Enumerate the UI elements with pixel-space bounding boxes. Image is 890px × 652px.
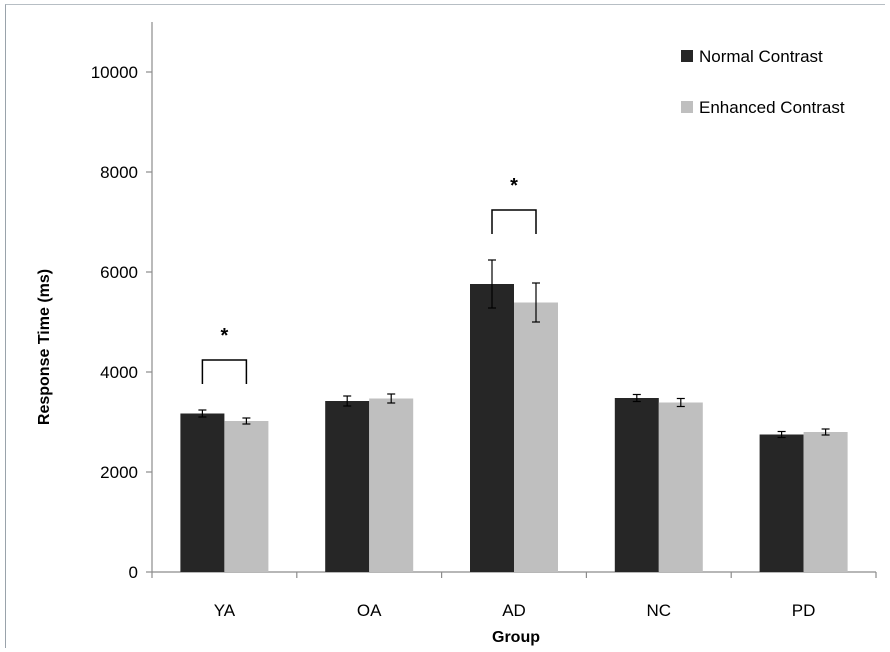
legend-swatch: [681, 50, 693, 62]
x-tick-label: AD: [502, 601, 526, 620]
chart-frame: [5, 4, 885, 648]
error-bars: [198, 259, 830, 439]
x-tick-label: NC: [647, 601, 672, 620]
bar-enhanced-contrast-oa: [369, 398, 414, 572]
bar-normal-contrast-nc: [614, 398, 659, 572]
y-tick-label: 2000: [100, 463, 138, 482]
legend: Normal Contrast Enhanced Contrast: [681, 47, 845, 117]
y-tick-label: 0: [129, 563, 138, 582]
significance-markers: **: [201, 175, 537, 384]
legend-label: Normal Contrast: [699, 47, 823, 66]
bar-normal-contrast-ad: [470, 284, 514, 572]
bars: [180, 284, 848, 572]
bar-enhanced-contrast-ad: [514, 302, 558, 572]
bar-normal-contrast-ya: [180, 413, 225, 572]
error-bar: [532, 282, 540, 323]
error-bar: [821, 428, 830, 436]
x-axis-title: Group: [492, 629, 540, 646]
legend-item: Normal Contrast: [681, 47, 823, 66]
y-axis-title: Response Time (ms): [36, 269, 53, 425]
bar-enhanced-contrast-nc: [658, 402, 703, 572]
legend-item: Enhanced Contrast: [681, 98, 845, 117]
bar-normal-contrast-oa: [325, 401, 370, 572]
x-tick-label: YA: [214, 601, 236, 620]
bar-normal-contrast-pd: [759, 434, 804, 572]
y-tick-label: 4000: [100, 363, 138, 382]
error-bar: [632, 393, 641, 403]
significance-star: *: [510, 175, 518, 197]
bar-enhanced-contrast-pd: [803, 432, 848, 572]
error-bar: [676, 397, 685, 408]
error-bar: [343, 395, 352, 407]
significance-star: *: [221, 325, 229, 347]
error-bar: [387, 393, 396, 404]
significance-bracket: [201, 359, 248, 384]
axes: 0 2000 4000 6000 8000 10000 YA OA AD NC PD: [91, 22, 877, 620]
error-bar: [488, 259, 496, 309]
x-tick-label: OA: [357, 601, 382, 620]
x-tick-label: PD: [792, 601, 816, 620]
error-bar: [198, 409, 207, 418]
bar-enhanced-contrast-ya: [224, 421, 269, 572]
error-bar: [242, 417, 251, 425]
legend-swatch: [681, 101, 693, 113]
y-tick-label: 10000: [91, 63, 138, 82]
error-bar: [777, 430, 786, 439]
y-tick-label: 6000: [100, 263, 138, 282]
significance-bracket: [491, 209, 537, 234]
legend-label: Enhanced Contrast: [699, 98, 845, 117]
y-tick-label: 8000: [100, 163, 138, 182]
